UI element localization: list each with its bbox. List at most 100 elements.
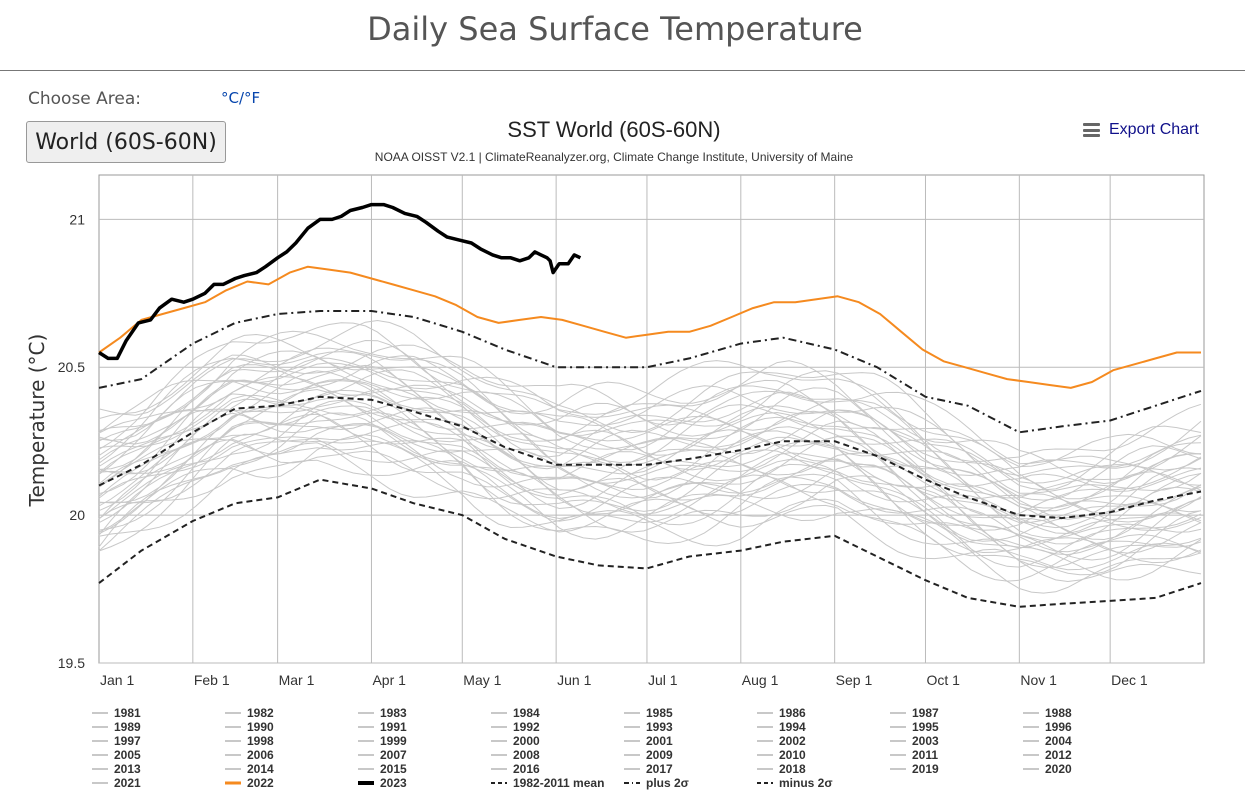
legend-item[interactable]: 1997 [92,734,225,748]
legend-label: 1989 [114,720,141,734]
legend-swatch [890,740,906,742]
legend-swatch [225,754,241,756]
legend-item[interactable]: 1990 [225,720,358,734]
legend-label: 1982-2011 mean [513,776,605,790]
legend-swatch [624,754,640,756]
legend-item[interactable]: plus 2σ [624,776,757,790]
legend-label: 2017 [646,762,673,776]
legend-item[interactable]: 1999 [358,734,491,748]
legend-label: 1997 [114,734,141,748]
legend-item[interactable]: 2015 [358,762,491,776]
series-line-2013 [98,339,1202,499]
legend-item[interactable]: 2005 [92,748,225,762]
x-tick-label: Feb 1 [194,672,230,688]
legend-label: 2006 [247,748,274,762]
legend-swatch [358,712,374,714]
legend-item[interactable]: 1985 [624,706,757,720]
legend-item[interactable]: 2002 [757,734,890,748]
legend-swatch [757,782,773,784]
legend-item[interactable]: 2011 [890,748,1023,762]
legend-item[interactable]: 2022 [225,776,358,790]
legend-item[interactable]: 1983 [358,706,491,720]
legend-label: 2013 [114,762,141,776]
series-line-1993 [98,422,1202,554]
legend-label: 2016 [513,762,540,776]
legend-item[interactable]: 2009 [624,748,757,762]
series-line-2019 [98,344,1202,471]
legend-label: 2023 [380,776,407,790]
legend-label: 2021 [114,776,141,790]
legend-item[interactable]: 2006 [225,748,358,762]
legend-item[interactable]: 1992 [491,720,624,734]
legend-item[interactable]: 1998 [225,734,358,748]
legend-label: 2010 [779,748,806,762]
legend-item[interactable]: 2014 [225,762,358,776]
legend-item[interactable]: 2020 [1023,762,1156,776]
legend-label: 2012 [1045,748,1072,762]
legend-item[interactable]: 2001 [624,734,757,748]
legend-item[interactable]: 1989 [92,720,225,734]
legend-item[interactable]: 2013 [92,762,225,776]
legend-label: 2001 [646,734,673,748]
series-line-2020 [98,319,1202,477]
legend-swatch [624,740,640,742]
legend-label: 1995 [912,720,939,734]
legend-item[interactable]: 1984 [491,706,624,720]
legend-item[interactable]: 1982-2011 mean [491,776,624,790]
legend-item[interactable]: 1981 [92,706,225,720]
area-select-button[interactable]: World (60S-60N) [26,121,226,163]
legend-label: 1991 [380,720,407,734]
export-chart-button[interactable]: Export Chart [1083,121,1199,139]
legend-swatch [358,740,374,742]
y-tick-label: 19.5 [58,655,85,671]
legend-item[interactable]: 2021 [92,776,225,790]
legend-swatch [225,712,241,714]
unit-toggle-link[interactable]: °C/°F [221,89,261,107]
legend-swatch [358,754,374,756]
legend-item[interactable]: 2023 [358,776,491,790]
series-line-minus-2- [98,478,1202,608]
legend-label: 2014 [247,762,274,776]
legend-item[interactable]: 2008 [491,748,624,762]
legend-item[interactable]: 2017 [624,762,757,776]
legend-swatch [757,754,773,756]
menu-icon[interactable] [1083,123,1100,137]
legend-item[interactable]: 1987 [890,706,1023,720]
legend-item[interactable]: 1994 [757,720,890,734]
legend-item[interactable]: 2003 [890,734,1023,748]
legend-item[interactable]: 2019 [890,762,1023,776]
legend-item[interactable]: 2018 [757,762,890,776]
legend-label: 1990 [247,720,274,734]
choose-area-label: Choose Area: [28,89,142,109]
legend-item[interactable]: 2016 [491,762,624,776]
series-line-1982 [98,459,1202,583]
legend-item[interactable]: 1996 [1023,720,1156,734]
series-line-2011 [98,364,1202,486]
series-line-2022 [98,265,1201,389]
series-line-2023 [98,202,582,361]
legend-item[interactable]: minus 2σ [757,776,890,790]
legend-item[interactable]: 2004 [1023,734,1156,748]
legend-swatch [491,768,507,770]
legend-label: plus 2σ [646,776,689,790]
series-line-2010 [98,350,1202,501]
legend-item[interactable]: 1993 [624,720,757,734]
legend-swatch [624,768,640,770]
legend-swatch [624,712,640,714]
legend-item[interactable]: 2012 [1023,748,1156,762]
legend-label: 1988 [1045,706,1072,720]
legend-label: 2018 [779,762,806,776]
legend-item[interactable]: 2010 [757,748,890,762]
chart-legend: 1981 1982 1983 1984 1985 1986 1987 1988 1989 1990… [92,706,1152,790]
legend-swatch [92,768,108,770]
legend-item[interactable]: 2000 [491,734,624,748]
legend-item[interactable]: 1982 [225,706,358,720]
legend-label: 2002 [779,734,806,748]
legend-swatch [624,782,640,784]
legend-label: 2008 [513,748,540,762]
legend-item[interactable]: 2007 [358,748,491,762]
legend-item[interactable]: 1986 [757,706,890,720]
legend-item[interactable]: 1995 [890,720,1023,734]
legend-item[interactable]: 1988 [1023,706,1156,720]
legend-item[interactable]: 1991 [358,720,491,734]
